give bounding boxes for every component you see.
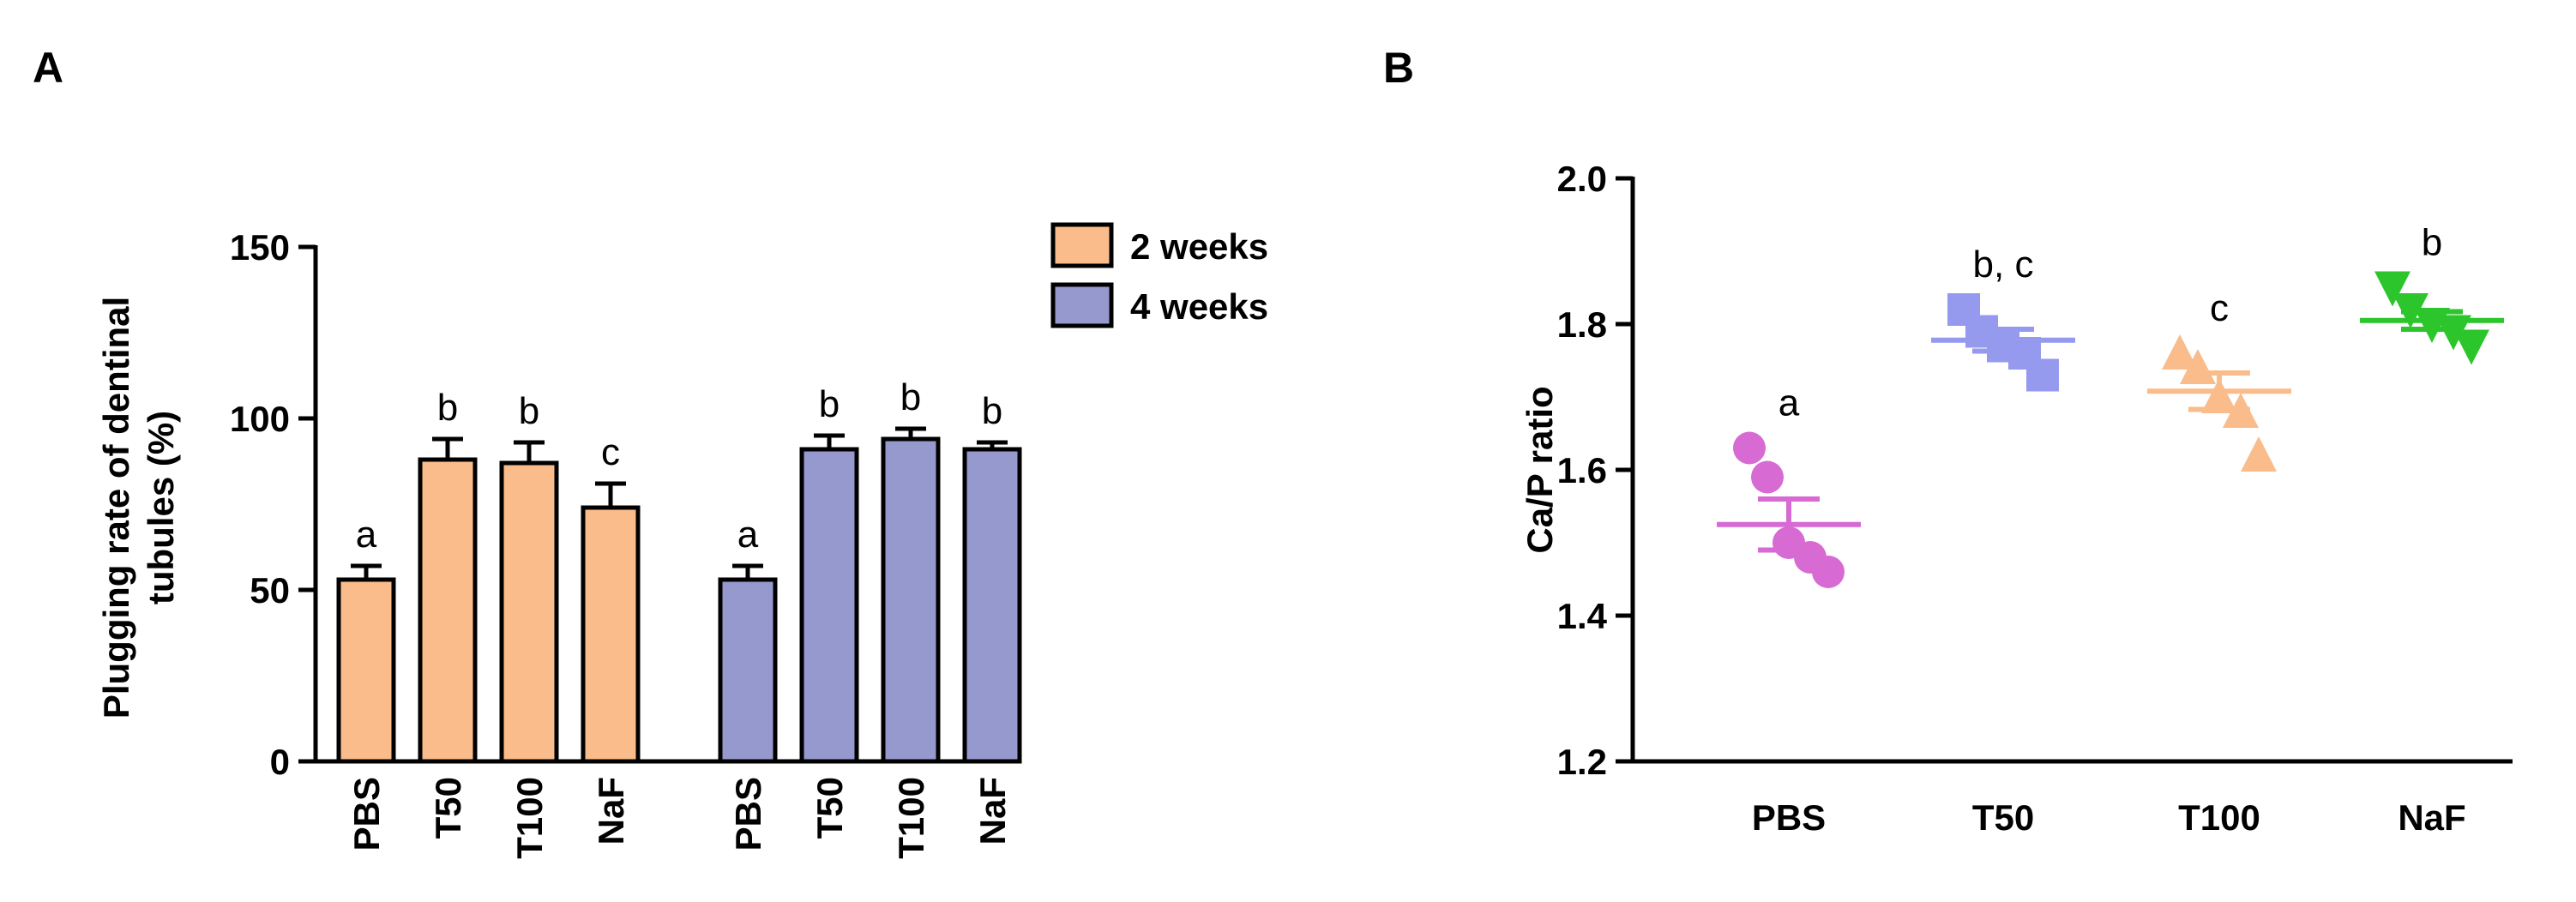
panel-a-bars: a b b c a b b b (336, 376, 1022, 764)
panel-b-y-tick-label: 1.8 (1557, 304, 1607, 345)
significance-letter: a (356, 514, 377, 556)
legend-swatch (1050, 282, 1114, 328)
panel-a-x-tick-label: NaF (972, 777, 1013, 845)
panel-a-x-tick-label: T100 (509, 777, 550, 859)
panel-b-y-axis-title: Ca/P ratio (1520, 386, 1560, 553)
bar-2-weeks-NaF (581, 505, 641, 764)
legend-label: 4 weeks (1130, 286, 1268, 327)
bar-4-weeks-T50 (799, 447, 859, 764)
bar-4-weeks-NaF (962, 447, 1022, 764)
panel-a-x-tick-label: T100 (891, 777, 931, 859)
significance-letter-T100: c (2210, 287, 2229, 329)
significance-letter-PBS: a (1779, 382, 1800, 424)
panel-a-y-tick-label: 150 (230, 227, 290, 268)
panel-b-y-tick-label: 1.4 (1557, 596, 1608, 636)
panel-b-points: a b, c c b (1717, 222, 2504, 588)
panel-a-x-tick-label: PBS (346, 777, 387, 851)
panel-b-y-tick-label: 2.0 (1557, 159, 1607, 199)
significance-letter: a (737, 514, 759, 556)
data-point-NaF (2374, 271, 2410, 307)
data-point-PBS (1812, 556, 1845, 588)
panel-a-y-tick-label: 100 (230, 399, 290, 439)
data-point-PBS (1733, 431, 1766, 465)
panel-a-x-tick-label: T50 (810, 777, 850, 839)
panel-a-x-tick-label: T50 (428, 777, 468, 839)
bar-4-weeks-T100 (881, 436, 941, 764)
panel-b-y-tick-label: 1.6 (1557, 450, 1607, 490)
panel-b-axes: 1.2 1.4 1.6 1.8 2.0 PBS T50 T100 NaF (1557, 159, 2513, 838)
panel-a-x-tick-label: PBS (728, 777, 768, 851)
bar-2-weeks-T50 (418, 457, 478, 764)
data-point-T100 (2162, 334, 2198, 370)
legend-label: 2 weeks (1130, 226, 1268, 267)
panel-a-legend: 2 weeks 4 weeks (1050, 222, 1268, 328)
panel-b-x-tick-label: T100 (2178, 797, 2260, 838)
significance-letter-T50: b, c (1973, 244, 2034, 286)
panel-b-y-tick-label: 1.2 (1557, 742, 1607, 782)
data-point-NaF (2453, 329, 2489, 365)
significance-letter: b (519, 390, 539, 432)
significance-letter: b (437, 387, 458, 429)
significance-letter: b (819, 383, 840, 425)
data-point-T100 (2241, 436, 2277, 472)
panel-b: B Ca/P ratio 1.2 1.4 1.6 1.8 2.0 PBS T50 T100 Na… (1383, 44, 2513, 838)
panel-a-x-tick-label: NaF (591, 777, 631, 845)
significance-letter: b (982, 390, 1002, 432)
legend-swatch (1050, 222, 1114, 268)
data-point-NaF (2435, 315, 2471, 351)
panel-b-label: B (1383, 44, 1414, 92)
significance-letter-NaF: b (2422, 222, 2442, 264)
panel-a-label: A (33, 44, 63, 92)
panel-a-y-axis-title-line1: Plugging rate of dentinal (96, 297, 136, 719)
panel-a: A Plugging rate of dentinal tubules (%) 0… (33, 44, 1268, 859)
panel-a-y-axis-title-line2: tubules (%) (141, 411, 181, 604)
panel-b-x-tick-label: NaF (2398, 797, 2465, 838)
significance-letter: b (900, 376, 921, 418)
panel-b-x-tick-label: PBS (1752, 797, 1826, 838)
panel-a-y-axis-title: Plugging rate of dentinal tubules (%) (96, 297, 181, 719)
bar-2-weeks-PBS (336, 577, 396, 764)
significance-letter: c (601, 431, 620, 473)
bar-2-weeks-T100 (499, 460, 559, 764)
bar-4-weeks-PBS (718, 577, 778, 764)
panel-a-axes: 0 50 100 150 PBS T50 T100 NaF PBS T50 T100 NaF (230, 227, 1019, 859)
panel-a-y-tick-label: 50 (250, 570, 290, 610)
data-point-PBS (1751, 460, 1784, 494)
panel-b-x-tick-label: T50 (1972, 797, 2034, 838)
panel-b-y-axis-title: Ca/P ratio (1520, 386, 1560, 553)
panel-a-y-tick-label: 0 (270, 742, 290, 782)
data-point-T50 (2026, 358, 2059, 392)
